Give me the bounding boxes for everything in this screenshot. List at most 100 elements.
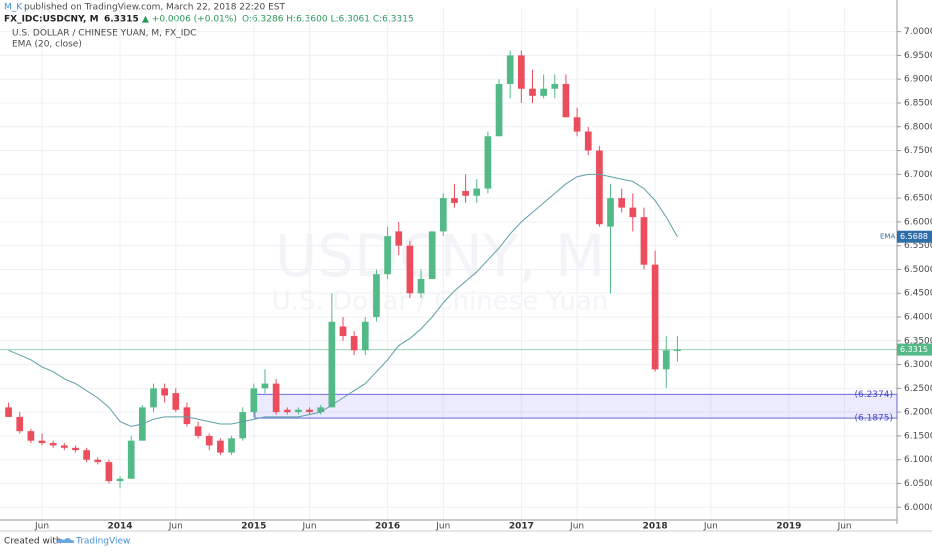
candle-body	[417, 278, 425, 294]
candle-body	[562, 83, 570, 118]
candle-body	[205, 435, 213, 446]
y-tick-label: 6.2500	[904, 384, 932, 394]
x-tick-label: 2016	[375, 522, 400, 532]
candle-body	[373, 274, 380, 318]
candle-body	[462, 190, 469, 196]
y-tick-label: 6.1500	[904, 431, 932, 441]
candle-body	[607, 198, 614, 227]
candle-body	[651, 264, 659, 370]
candle-body	[540, 88, 547, 96]
candle-body	[317, 407, 325, 413]
legend-ema: EMA (20, close)	[12, 40, 82, 50]
candle-body	[60, 445, 68, 448]
band	[254, 393, 898, 419]
y-tick-label: 6.3000	[904, 360, 932, 370]
x-tick-label: 2014	[108, 522, 133, 532]
y-tick-label: 6.2000	[904, 408, 932, 418]
candle-body	[451, 198, 458, 203]
candle-body	[49, 443, 57, 446]
y-tick-label: 6.7500	[904, 146, 932, 156]
candle-body	[573, 117, 581, 132]
candle-body	[72, 447, 79, 451]
candle-body	[194, 426, 202, 436]
y-tick-label: 6.8500	[904, 98, 932, 108]
candle-body	[116, 478, 124, 482]
candle-body	[674, 349, 681, 351]
candle-body	[384, 236, 391, 275]
candle-body	[662, 350, 670, 370]
y-tick-label: 6.4500	[904, 289, 932, 299]
y-tick-label: 6.7000	[904, 170, 932, 180]
candle-body	[618, 198, 626, 208]
y-tick-label: 6.5500	[904, 241, 932, 251]
ema-tag	[897, 230, 932, 243]
candle-body	[529, 88, 536, 96]
footer-brand[interactable]: TradingView	[75, 537, 130, 547]
ema-tag-name: EMA	[880, 233, 895, 241]
candle-body	[495, 83, 503, 137]
change: ▲ +0.0006 (+0.01%)	[142, 15, 237, 25]
y-tick-label: 6.1000	[904, 455, 932, 465]
brand-logo	[56, 538, 75, 543]
price-tag	[897, 343, 932, 356]
candle-body	[105, 462, 113, 482]
candle-body	[395, 231, 403, 246]
y-tick-label: 6.8000	[904, 122, 932, 132]
x-tick-label: Jun	[837, 522, 852, 532]
candle-body	[518, 55, 525, 89]
candle-body	[406, 245, 414, 294]
candle-body	[261, 383, 269, 389]
x-tick-label: Jun	[302, 522, 317, 532]
band-bottom-label: (6.1875)	[854, 414, 893, 424]
candle-body	[250, 388, 258, 413]
y-tick-label: 6.9500	[904, 51, 932, 61]
candle-body	[183, 407, 191, 425]
x-tick-label: Jun	[34, 522, 49, 532]
candle-body	[239, 412, 247, 439]
candle-body	[27, 431, 35, 441]
footer-created: Created with	[4, 537, 62, 547]
plot: USDCNY, MU.S. Dollar / Chinese Yuan 6.000…	[0, 0, 932, 532]
candle-body	[584, 131, 592, 151]
candle-body	[38, 440, 46, 444]
candle-body	[506, 55, 514, 84]
y-tick-label: 6.0500	[904, 479, 932, 489]
candle-body	[551, 83, 559, 89]
y-tick-label: 6.3500	[904, 336, 932, 346]
watermark: U.S. Dollar / Chinese Yuan	[272, 287, 609, 317]
candle-body	[228, 438, 235, 453]
candle-body	[83, 450, 90, 460]
ohlc: O:6.3286 H:6.3600 L:6.3061 C:6.3315	[242, 15, 414, 25]
candle-body	[640, 217, 648, 265]
x-tick-label: Jun	[435, 522, 450, 532]
x-tick-label: 2018	[643, 522, 668, 532]
candle-body	[350, 336, 358, 351]
y-tick-label: 6.6500	[904, 194, 932, 204]
ema-tag-label: 6.5688	[900, 232, 928, 241]
candle-body	[328, 321, 336, 408]
y-tick-label: 7.0000	[904, 27, 932, 37]
candle-body	[484, 136, 492, 189]
x-tick-label: Jun	[703, 522, 718, 532]
x-tick-label: Jun	[168, 522, 183, 532]
candle-body	[339, 326, 347, 337]
candle-body	[473, 188, 481, 196]
candle-body	[161, 388, 168, 396]
candle-body	[272, 383, 280, 413]
candle-body	[5, 407, 12, 417]
y-tick-label: 6.6000	[904, 217, 932, 227]
candle-body	[283, 409, 291, 413]
x-tick-label: 2017	[509, 522, 534, 532]
candle-body	[127, 440, 135, 479]
y-tick-label: 6.9000	[904, 75, 932, 85]
x-tick-label: 2015	[241, 522, 266, 532]
candle-body	[629, 207, 637, 218]
candle-body	[596, 150, 603, 225]
ema-line	[8, 173, 678, 427]
candle-body	[172, 393, 180, 410]
candle-body	[361, 321, 369, 351]
price-tag-label: 6.3315	[900, 345, 928, 354]
y-tick-label: 6.0000	[904, 503, 932, 513]
